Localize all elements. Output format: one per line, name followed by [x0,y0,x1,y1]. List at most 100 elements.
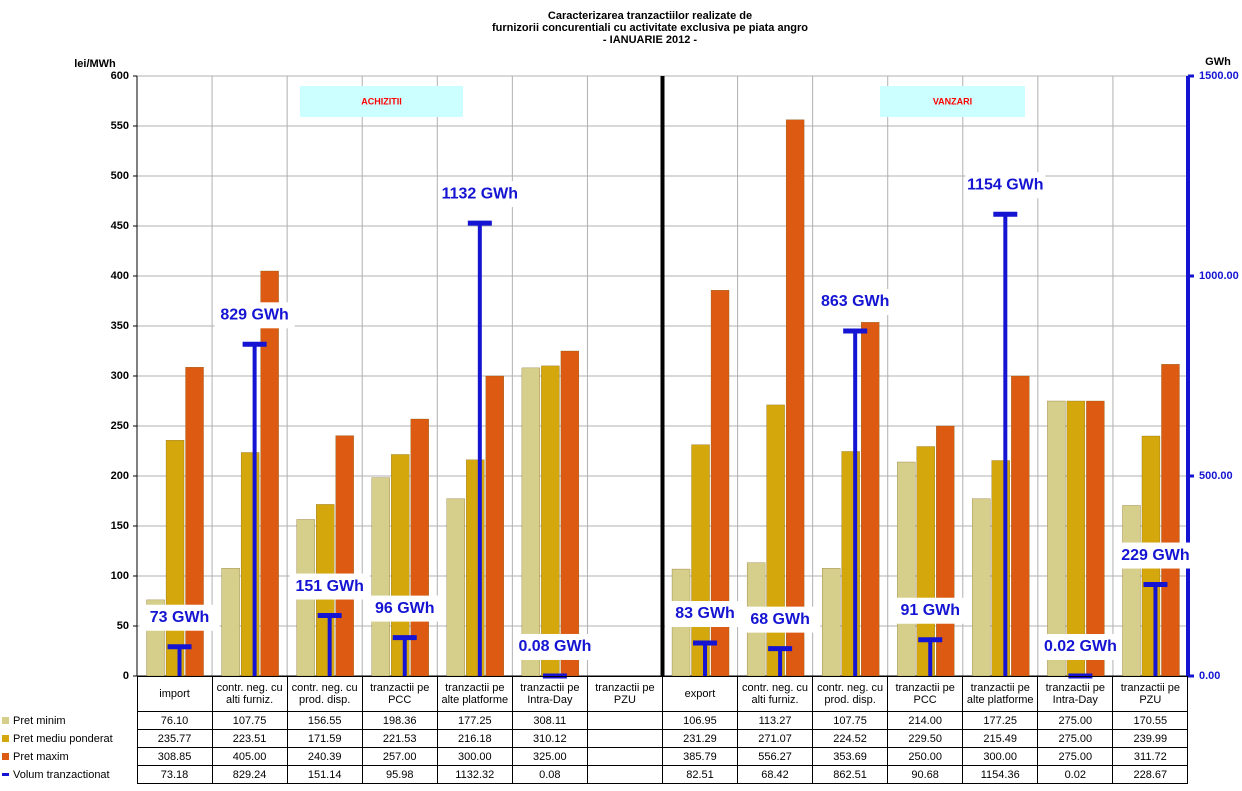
bar [260,270,279,677]
bar [785,119,805,677]
category-label: contr. neg. cu prod. disp. [286,676,363,712]
data-table: import contr. neg. cu alti furniz. contr. … [0,676,1189,784]
table-cell: 107.75 [812,711,889,730]
y2-tick-label: 0.00 [1199,670,1220,682]
table-cell: 275.00 [1037,747,1114,766]
bar [541,365,560,677]
bar [861,322,880,677]
volume-label-box [214,302,295,329]
chart-title: - IANUARIE 2012 - [603,34,697,46]
series-row: Pret minim 76.10 107.75 156.55 198.36 177.25 3… [0,711,1189,730]
y-tick-label: 0 [123,670,129,682]
legend-swatch [2,716,9,724]
y2-axis-label: GWh [1205,56,1231,68]
y2-tick-label: 1500.00 [1199,70,1239,82]
category-label: contr. neg. cu alti furniz. [736,676,814,712]
volume-label: 73 GWh [150,609,210,626]
table-cell: 106.95 [661,711,739,730]
table-cell: 275.00 [1037,711,1114,730]
volume-label-box [139,604,220,631]
y-axis-label: lei/MWh [74,58,116,70]
table-cell: 308.85 [136,747,213,766]
table-cell: 405.00 [211,747,288,766]
legend-entry: Pret minim [0,712,137,730]
volume-mark [993,211,1018,676]
category-label: import [136,676,213,712]
table-cell: 829.24 [211,765,288,784]
y-tick-label: 400 [111,270,129,282]
volume-mark [467,220,492,676]
volume-label-box [289,573,370,600]
legend-entry: Pret maxim [0,748,137,766]
legend-label: Pret minim [13,714,66,727]
volume-label-box [514,633,595,660]
category-label: tranzactii pe alte platforme [962,676,1039,712]
volume-label: 91 GWh [900,602,960,619]
table-cell: 177.25 [436,711,513,730]
bar [221,568,240,677]
legend-label: Volum tranzactionat [13,768,110,781]
volume-label: 0.08 GWh [518,638,591,655]
bar [822,568,841,677]
section-box [880,86,1025,117]
chart-title: Caracterizarea tranzactiilor realizate d… [548,10,752,22]
volume-label-box [965,172,1046,199]
y2-tick-label: 500.00 [1199,470,1233,482]
y-tick-label: 50 [117,620,129,632]
bar [972,498,991,677]
table-cell: 1154.36 [962,765,1039,784]
volume-mark [317,613,342,676]
header-row: import contr. neg. cu alti furniz. contr. … [0,676,1189,712]
legend-label: Pret mediu ponderat [13,732,113,745]
legend-swatch [2,734,9,742]
table-cell: 862.51 [812,765,889,784]
legend-entry: Pret mediu ponderat [0,730,137,748]
table-cell [586,747,663,766]
volume-label-box [740,606,821,633]
table-cell: 235.77 [136,729,213,748]
y-tick-label: 350 [111,320,129,332]
y-tick-label: 250 [111,420,129,432]
volume-label-box [815,288,896,315]
volume-label-box [1115,542,1196,569]
category-label: tranzactii pe Intra-Day [511,676,588,712]
legend-swatch [2,773,9,777]
y-tick-label: 100 [111,570,129,582]
table-cell: 221.53 [361,729,438,748]
volume-mark [242,341,267,676]
volume-label: 96 GWh [375,600,435,617]
table-cell [586,765,663,784]
corner [0,677,137,712]
table-cell: 229.50 [887,729,964,748]
table-cell: 228.67 [1112,765,1189,784]
table-cell: 76.10 [136,711,213,730]
volume-label-box [364,595,445,622]
volume-label: 68 GWh [750,611,810,628]
bar [165,440,185,677]
table-cell: 0.08 [511,765,588,784]
volume-mark [693,640,718,676]
table-cell: 271.07 [736,729,814,748]
table-cell: 275.00 [1037,729,1114,748]
table-cell: 250.00 [887,747,964,766]
volume-mark [392,635,417,676]
table-cell: 214.00 [887,711,964,730]
bar [897,461,916,677]
y-tick-label: 150 [111,520,129,532]
table-cell: 68.42 [736,765,814,784]
volume-label: 83 GWh [675,605,735,622]
table-cell: 73.18 [136,765,213,784]
chart-title: furnizorii concurentiali cu activitate e… [492,22,808,34]
category-label: export [661,676,739,712]
volume-mark [843,328,868,676]
bar [371,477,390,677]
table-cell: 308.11 [511,711,588,730]
table-cell: 170.55 [1112,711,1189,730]
category-label: tranzactii pe Intra-Day [1037,676,1114,712]
volume-mark [1143,582,1168,676]
section-label: VANZARI [933,96,972,106]
y2-tick-label: 1000.00 [1199,270,1239,282]
volume-label: 1132 GWh [442,185,518,202]
table-cell: 310.12 [511,729,588,748]
